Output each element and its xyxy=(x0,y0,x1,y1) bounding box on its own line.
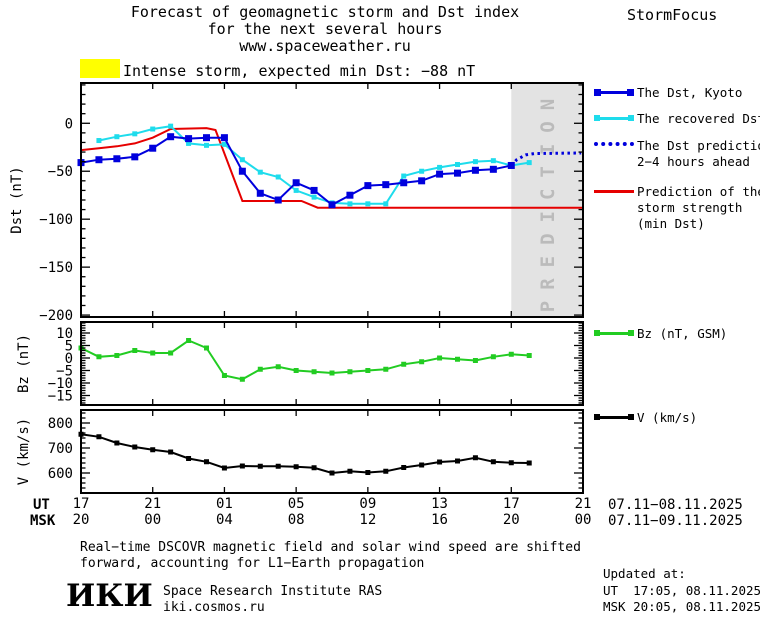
dst-kyoto-swatch xyxy=(594,85,634,101)
propagation-note-line1: Real−time DSCOVR magnetic field and sola… xyxy=(80,540,581,555)
legend-storm-strength: Prediction of the storm strength (min Ds… xyxy=(594,184,760,232)
v-swatch xyxy=(594,410,634,426)
legend-dst-kyoto-label: The Dst, Kyoto xyxy=(637,85,743,100)
legend-bz-label: Bz (nT, GSM) xyxy=(637,326,728,341)
dst-y-tick-label: 0 xyxy=(65,116,73,132)
recovered_dst-markers xyxy=(96,123,532,207)
panel-frame-bz xyxy=(80,321,584,406)
org-name: Space Research Institute RAS xyxy=(163,584,383,599)
msk-tick-label: 00 xyxy=(574,512,592,528)
updated-msk: MSK 20:05, 08.11.2025 xyxy=(603,599,760,614)
dst-y-tick-label: −50 xyxy=(48,164,73,180)
legend-storm-strength-line2: storm strength xyxy=(637,200,743,215)
propagation-note-line2: forward, accounting for L1−Earth propaga… xyxy=(80,556,425,571)
title-line-2: for the next several hours xyxy=(207,20,443,38)
title-line-3: www.spaceweather.ru xyxy=(239,37,411,55)
msk-tick-label: 12 xyxy=(359,512,377,528)
ticks-v xyxy=(80,410,584,494)
bz-y-tick-label: 5 xyxy=(65,339,73,355)
msk-tick-label: 20 xyxy=(72,512,90,528)
ut-date-range: 07.11−08.11.2025 xyxy=(608,497,743,513)
legend-dst-kyoto: The Dst, Kyoto xyxy=(594,85,742,101)
v-y-tick-label: 800 xyxy=(48,416,73,432)
dst-prediction-swatch xyxy=(594,138,634,154)
bz-y-axis-label: Bz (nT) xyxy=(16,334,32,393)
dst_prediction-line xyxy=(510,151,582,167)
prediction-band-label: PREDICTION xyxy=(537,88,559,312)
msk-tick-label: 00 xyxy=(144,512,162,528)
ticks-bz xyxy=(80,322,584,405)
legend-recovered-dst-label: The recovered Dst xyxy=(637,111,760,126)
legend-bz: Bz (nT, GSM) xyxy=(594,326,727,342)
prediction-band xyxy=(511,83,583,317)
v-markers xyxy=(78,431,532,476)
v-y-tick-label: 700 xyxy=(48,441,73,457)
dst_kyoto-line xyxy=(80,135,512,206)
msk-date-range: 07.11−09.11.2025 xyxy=(608,513,743,529)
legend-v: V (km/s) xyxy=(594,410,697,426)
ut-axis-caption: UT xyxy=(33,497,50,513)
dst-y-tick-label: −200 xyxy=(39,308,73,324)
bz-y-tick-label: −10 xyxy=(48,376,73,392)
msk-axis-caption: MSK xyxy=(30,513,56,529)
ut-tick-row: 17 21 01 05 09 13 17 21 xyxy=(0,497,760,513)
bz-swatch xyxy=(594,326,634,342)
updated-ut: UT 17:05, 08.11.2025 xyxy=(603,583,760,598)
panel-frame-v xyxy=(80,409,584,494)
ut-tick-label: 21 xyxy=(574,496,592,512)
storm_strength-line xyxy=(80,127,583,209)
legend-dst-prediction-line2: 2−4 hours ahead xyxy=(637,154,750,169)
legend-recovered-dst: The recovered Dst xyxy=(594,111,760,127)
iki-logo: ИКИ xyxy=(66,578,153,614)
ut-tick-label: 21 xyxy=(144,496,162,512)
v-y-axis-label: V (km/s) xyxy=(16,418,32,485)
bz-y-tick-label: −15 xyxy=(48,389,73,405)
bz-y-tick-label: 0 xyxy=(65,351,73,367)
title-line-1: Forecast of geomagnetic storm and Dst in… xyxy=(130,3,520,21)
page-title: Forecast of geomagnetic storm and Dst in… xyxy=(90,4,560,55)
storm-alert-text: Intense storm, expected min Dst: −88 nT xyxy=(123,62,476,80)
msk-tick-label: 04 xyxy=(215,512,233,528)
ut-tick-label: 17 xyxy=(72,496,90,512)
dst_kyoto-markers xyxy=(77,133,515,209)
ut-tick-label: 09 xyxy=(359,496,377,512)
legend-dst-prediction: The Dst prediction 2−4 hours ahead xyxy=(594,138,760,170)
updated-label: Updated at: xyxy=(603,566,686,581)
bz-line xyxy=(80,339,530,381)
org-site: iki.cosmos.ru xyxy=(163,600,265,615)
dst-y-axis-label: Dst (nT) xyxy=(9,166,25,233)
msk-tick-label: 20 xyxy=(502,512,520,528)
bz-y-tick-label: 10 xyxy=(56,326,73,342)
ticks-dst xyxy=(80,83,584,317)
legend-v-label: V (km/s) xyxy=(637,410,698,425)
legend-storm-strength-line1: Prediction of the xyxy=(637,184,760,199)
legend-storm-strength-line3: (min Dst) xyxy=(637,216,705,231)
msk-tick-label: 16 xyxy=(431,512,448,528)
bz-y-tick-label: −5 xyxy=(56,364,73,380)
dst-y-tick-label: −150 xyxy=(39,260,73,276)
ut-tick-label: 01 xyxy=(215,496,233,512)
panel-frame-dst xyxy=(80,82,584,318)
dst-y-tick-label: −100 xyxy=(39,212,73,228)
brand-stormfocus: StormFocus xyxy=(627,6,718,24)
msk-tick-row: 20 00 04 08 12 16 20 00 xyxy=(0,513,760,529)
recovered-dst-swatch xyxy=(594,111,634,127)
v-y-tick-label: 600 xyxy=(48,466,73,482)
msk-tick-label: 08 xyxy=(287,512,305,528)
legend-dst-prediction-line1: The Dst prediction xyxy=(637,138,760,153)
storm-strength-swatch xyxy=(594,184,634,200)
bz-markers xyxy=(78,338,532,382)
v-line xyxy=(80,433,530,475)
recovered_dst-line xyxy=(98,125,530,205)
storm-level-swatch xyxy=(80,59,120,78)
ut-tick-label: 13 xyxy=(431,496,448,512)
ut-tick-label: 17 xyxy=(502,496,520,512)
ut-tick-label: 05 xyxy=(287,496,305,512)
